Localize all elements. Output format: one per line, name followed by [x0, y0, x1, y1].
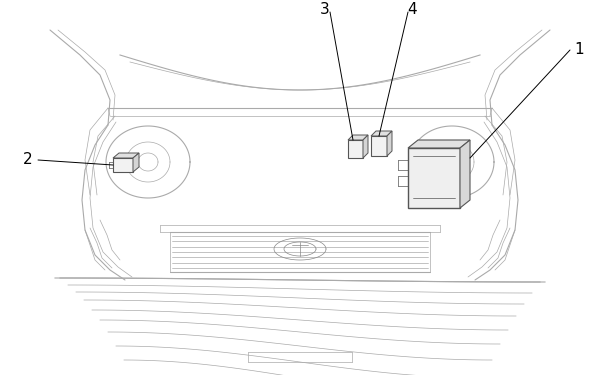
- Text: 1: 1: [574, 42, 584, 57]
- Text: 4: 4: [407, 3, 417, 18]
- Polygon shape: [133, 153, 139, 172]
- Polygon shape: [371, 131, 392, 136]
- Polygon shape: [460, 140, 470, 208]
- Polygon shape: [348, 135, 368, 140]
- Polygon shape: [363, 135, 368, 158]
- Polygon shape: [371, 136, 387, 156]
- Polygon shape: [408, 148, 460, 208]
- Polygon shape: [113, 153, 139, 158]
- Text: 3: 3: [320, 3, 330, 18]
- Polygon shape: [387, 131, 392, 156]
- Polygon shape: [408, 140, 470, 148]
- Polygon shape: [348, 140, 363, 158]
- Text: 2: 2: [23, 152, 33, 166]
- Polygon shape: [113, 158, 133, 172]
